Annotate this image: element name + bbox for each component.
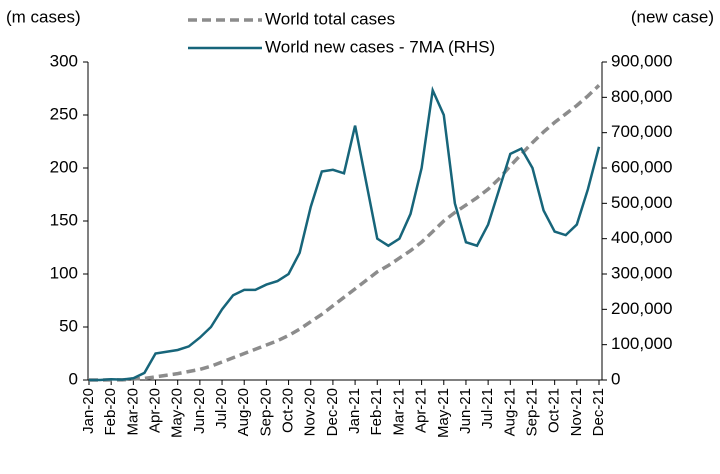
x-tick-label: Sep-21 xyxy=(523,388,540,436)
x-tick-label: Apr-21 xyxy=(413,388,430,433)
x-tick-label: Jul-21 xyxy=(479,388,496,429)
y-tick-label: 0 xyxy=(69,369,78,388)
series-line xyxy=(89,84,601,382)
y2-axis-title: (new case) xyxy=(631,7,714,26)
x-tick-label: Jan-21 xyxy=(346,388,363,434)
x-tick-label: Jul-20 xyxy=(213,388,230,429)
y-tick-label: 200 xyxy=(50,157,78,176)
x-tick-label: Feb-20 xyxy=(102,388,119,436)
x-tick-label: Nov-21 xyxy=(568,388,585,436)
x-tick-label: Mar-21 xyxy=(390,388,407,436)
x-tick-label: Jun-21 xyxy=(457,388,474,434)
x-tick-label: Aug-20 xyxy=(235,388,252,436)
y-tick-label: 300 xyxy=(50,51,78,70)
legend-label: World total cases xyxy=(265,9,395,28)
legend-label: World new cases - 7MA (RHS) xyxy=(265,37,495,56)
x-tick-label: Sep-20 xyxy=(257,388,274,436)
x-tick-label: Mar-20 xyxy=(124,388,141,436)
y-tick-label: 150 xyxy=(50,210,78,229)
y2-tick-label: 700,000 xyxy=(611,122,672,141)
y2-tick-label: 800,000 xyxy=(611,87,672,106)
y2-tick-label: 100,000 xyxy=(611,334,672,353)
x-tick-label: Oct-20 xyxy=(280,388,297,433)
x-tick-label: Dec-21 xyxy=(590,388,607,436)
y-axis-title: (m cases) xyxy=(6,7,81,26)
x-tick-label: May-20 xyxy=(169,388,186,438)
x-tick-label: Apr-20 xyxy=(146,388,163,433)
y2-tick-label: 900,000 xyxy=(611,51,672,70)
y2-tick-label: 400,000 xyxy=(611,228,672,247)
x-tick-label: May-21 xyxy=(435,388,452,438)
x-tick-label: Jun-20 xyxy=(191,388,208,434)
y-tick-label: 50 xyxy=(59,316,78,335)
y-tick-label: 250 xyxy=(50,104,78,123)
x-tick-label: Feb-21 xyxy=(368,388,385,436)
y2-tick-label: 200,000 xyxy=(611,299,672,318)
series-line xyxy=(89,85,601,382)
y2-tick-label: 600,000 xyxy=(611,157,672,176)
x-tick-label: Nov-20 xyxy=(302,388,319,436)
x-tick-label: Jan-20 xyxy=(80,388,97,434)
x-tick-label: Dec-20 xyxy=(324,388,341,436)
y2-tick-label: 300,000 xyxy=(611,263,672,282)
y2-tick-label: 0 xyxy=(611,369,620,388)
y-tick-label: 100 xyxy=(50,263,78,282)
x-tick-label: Oct-21 xyxy=(546,388,563,433)
x-tick-label: Aug-21 xyxy=(501,388,518,436)
y2-tick-label: 500,000 xyxy=(611,193,672,212)
